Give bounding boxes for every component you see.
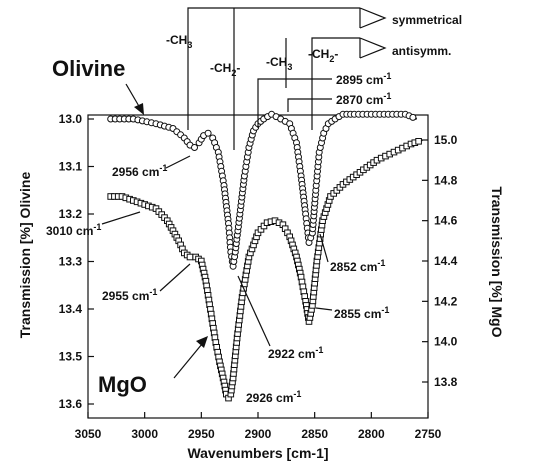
arrowhead-mgo	[196, 336, 208, 348]
series-label-olivine: Olivine	[52, 56, 125, 81]
right-tick-label: 14.4	[434, 254, 458, 268]
peak-label-3010: 3010 cm-1	[46, 222, 101, 238]
arrow-mgo	[173, 343, 203, 379]
left-tick-label: 13.0	[59, 112, 83, 126]
leader-2955	[159, 263, 191, 292]
label-ch3-left: -CH3	[166, 33, 192, 50]
peak-label-2922: 2922 cm-1	[268, 345, 323, 361]
series-olivine	[107, 110, 418, 270]
label-ch2-left: -CH2-	[210, 61, 240, 78]
label-ch2-right: -CH2-	[308, 47, 338, 64]
peak-label-2955: 2955 cm-1	[102, 287, 157, 303]
annotation-antisymmetrical: antisymm.	[392, 44, 451, 58]
peak-label-2956: 2956 cm-1	[112, 163, 167, 179]
peak-label-2852: 2852 cm-1	[330, 258, 385, 274]
x-tick-label: 3000	[131, 427, 158, 441]
y-axis-right-label: Transmission [%] MgO	[489, 187, 505, 338]
left-tick-label: 13.2	[59, 207, 83, 221]
x-tick-label: 2750	[415, 427, 442, 441]
peak-label-2926: 2926 cm-1	[246, 389, 301, 405]
series-layer	[107, 110, 423, 402]
left-tick-label: 13.6	[59, 397, 83, 411]
right-axis-ticks: 15.0 14.8 14.6 14.4 14.2 14.0 13.8	[422, 133, 458, 389]
left-tick-label: 13.5	[59, 350, 83, 364]
arrowhead-olivine	[134, 103, 144, 115]
arrow-olivine	[125, 83, 141, 109]
peak-label-2855: 2855 cm-1	[334, 305, 389, 321]
leader-2922	[237, 275, 271, 347]
left-tick-label: 13.4	[59, 302, 83, 316]
x-tick-label: 2850	[301, 427, 328, 441]
data-point	[186, 253, 194, 261]
right-tick-label: 15.0	[434, 133, 458, 147]
x-tick-label: 2900	[245, 427, 272, 441]
peak-label-2870: 2870 cm-1	[336, 91, 391, 107]
right-tick-label: 13.8	[434, 375, 458, 389]
right-tick-label: 14.6	[434, 214, 458, 228]
label-ch3-right: -CH3	[266, 55, 292, 72]
x-axis-ticks: 3050 3000 2950 2900 2850 2800 2750	[75, 412, 442, 441]
series-line-olivine	[110, 113, 418, 268]
x-tick-label: 2950	[188, 427, 215, 441]
data-point	[191, 144, 198, 151]
leader-2855	[315, 307, 333, 311]
right-tick-label: 14.2	[434, 294, 458, 308]
peak-label-2895: 2895 cm-1	[336, 71, 391, 87]
x-tick-label: 3050	[75, 427, 102, 441]
series-mgo	[107, 138, 423, 402]
left-tick-label: 13.3	[59, 255, 83, 269]
left-tick-label: 13.1	[59, 160, 83, 174]
data-point	[415, 138, 422, 145]
leader-2956	[165, 155, 191, 169]
x-axis-label: Wavenumbers [cm-1]	[187, 445, 328, 461]
leader-2852	[319, 233, 329, 263]
data-point	[409, 113, 417, 121]
right-tick-label: 14.8	[434, 173, 458, 187]
leader-3010	[101, 211, 141, 225]
data-point	[204, 129, 212, 137]
left-axis-ticks: 13.0 13.1 13.2 13.3 13.4 13.5 13.6	[59, 112, 94, 411]
y-axis-left-label: Transmission [%] Olivine	[17, 172, 33, 339]
right-tick-label: 14.0	[434, 335, 458, 349]
assignment-brackets	[187, 7, 387, 150]
annotation-symmetrical: symmetrical	[392, 13, 462, 27]
series-label-mgo: MgO	[98, 372, 147, 397]
x-tick-label: 2800	[358, 427, 385, 441]
